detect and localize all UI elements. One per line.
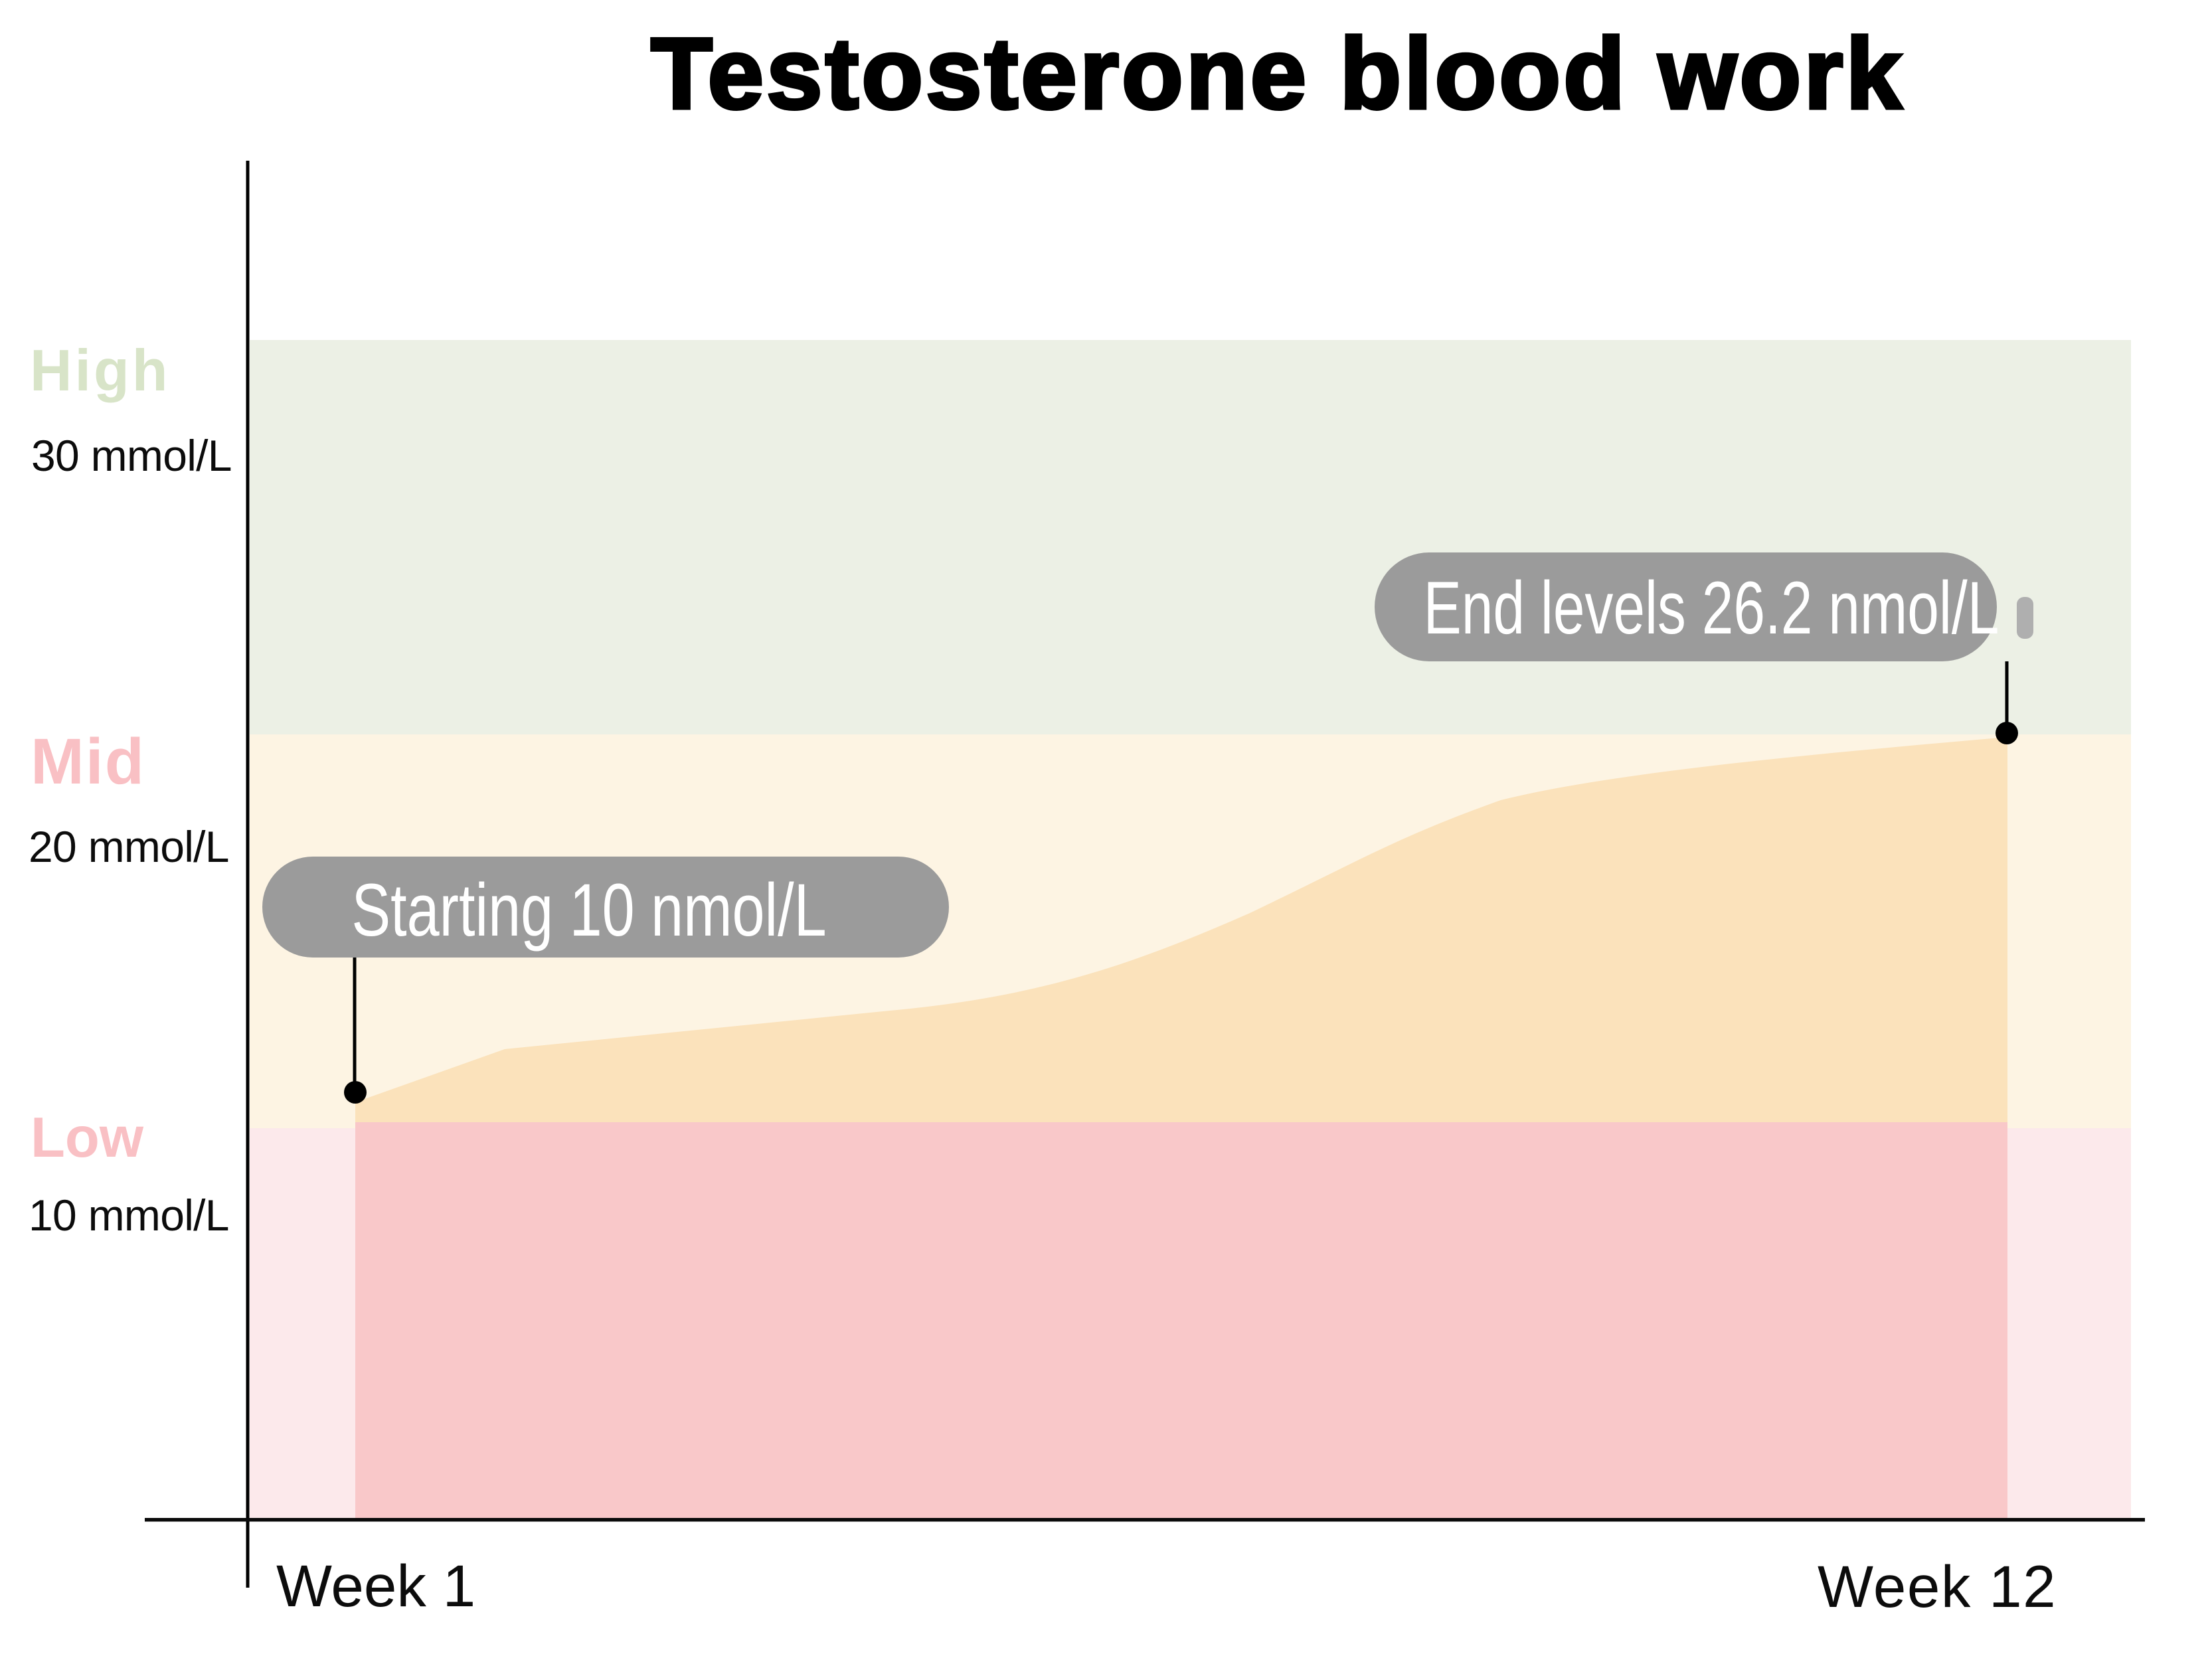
svg-text:10 mmol/L: 10 mmol/L — [29, 1191, 229, 1240]
svg-text:Starting 10 nmol/L: Starting 10 nmol/L — [351, 869, 826, 952]
svg-text:30 mmol/L: 30 mmol/L — [31, 431, 232, 480]
svg-text:Low: Low — [31, 1106, 144, 1169]
svg-text:Testosterone blood work: Testosterone blood work — [651, 17, 1905, 130]
svg-text:Week 1: Week 1 — [276, 1552, 475, 1619]
svg-text:High: High — [30, 337, 171, 403]
svg-text:Mid: Mid — [31, 725, 145, 797]
svg-text:Week 12: Week 12 — [1818, 1553, 2057, 1620]
svg-text:20 mmol/L: 20 mmol/L — [29, 822, 229, 871]
svg-text:End levels 26.2 nmol/L: End levels 26.2 nmol/L — [1424, 567, 1999, 650]
